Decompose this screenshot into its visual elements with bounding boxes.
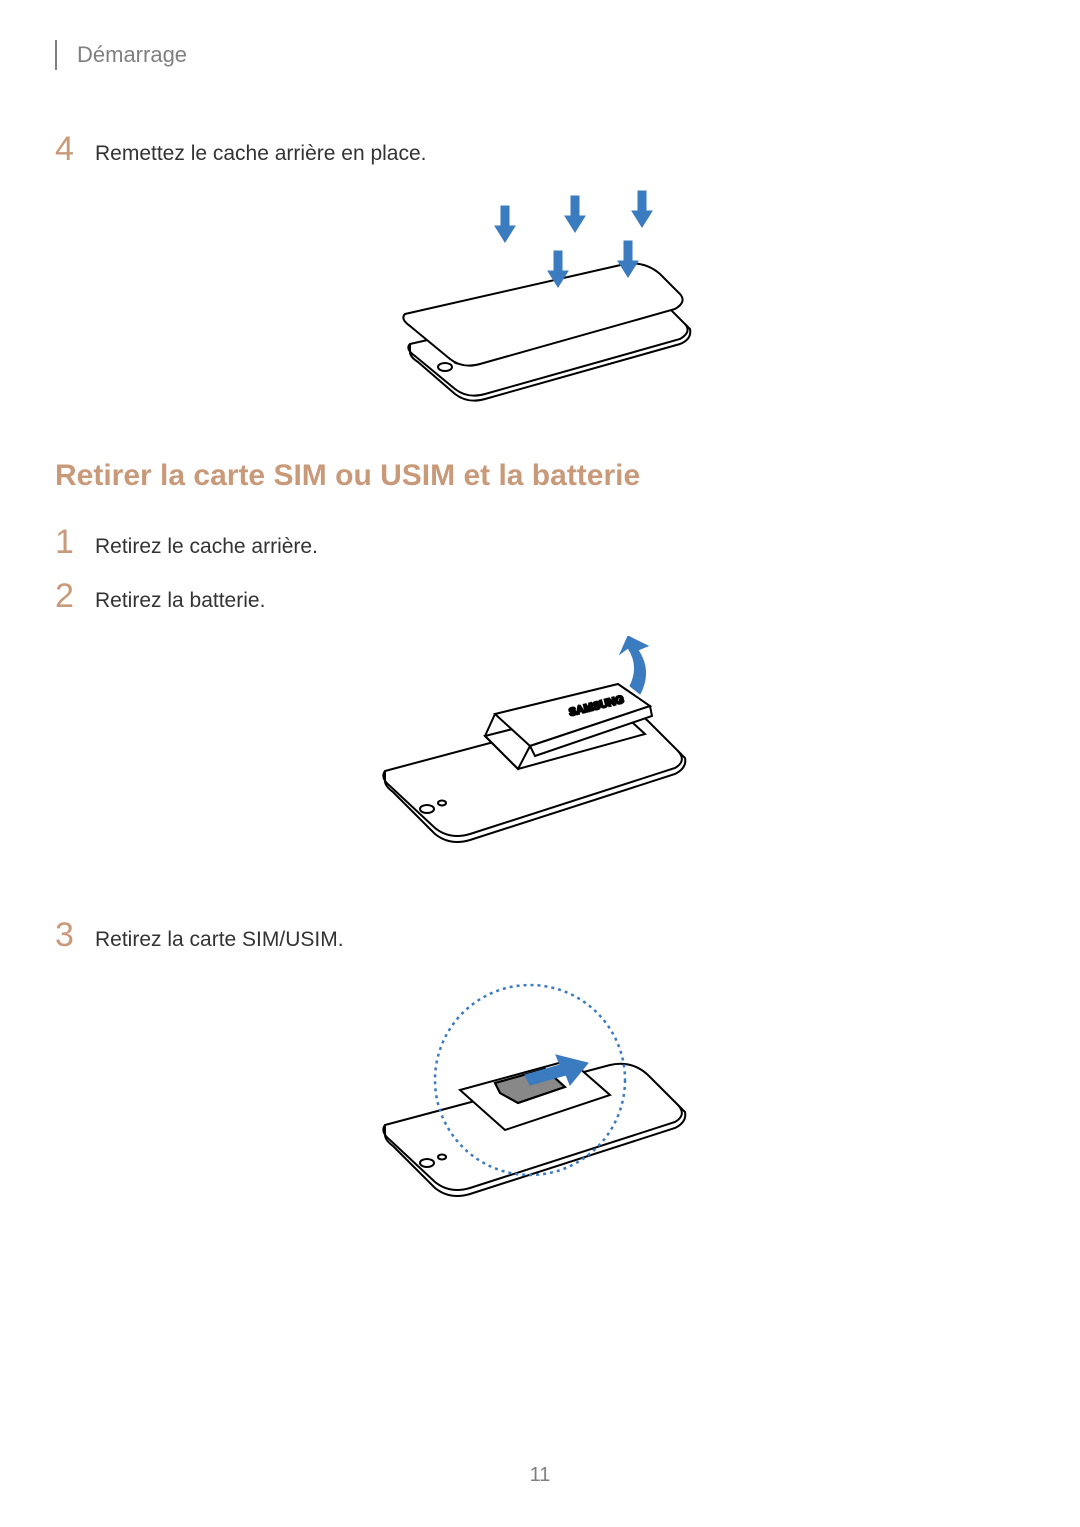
step-3: 3 Retirez la carte SIM/USIM.: [55, 916, 1005, 955]
section-title: Retirer la carte SIM ou USIM et la batte…: [55, 459, 1005, 493]
step-text: Retirez le cache arrière.: [95, 533, 318, 559]
step-2: 2 Retirez la batterie.: [55, 577, 1005, 616]
step-text: Retirez la batterie.: [95, 587, 265, 613]
step-number: 1: [55, 523, 95, 562]
step-4: 4 Remettez le cache arrière en place.: [55, 130, 1005, 169]
step-text: Remettez le cache arrière en place.: [95, 140, 427, 166]
page-number: 11: [530, 1464, 551, 1487]
header: Démarrage: [55, 40, 1005, 70]
step-text: Retirez la carte SIM/USIM.: [95, 926, 344, 952]
diagram-battery-removal: SAMSUNG: [55, 636, 1005, 876]
diagram-sim-removal: [55, 975, 1005, 1235]
step-number: 3: [55, 916, 95, 955]
step-number: 4: [55, 130, 95, 169]
step-1: 1 Retirez le cache arrière.: [55, 523, 1005, 562]
diagram-back-cover: [55, 189, 1005, 419]
header-section-label: Démarrage: [77, 42, 187, 68]
step-number: 2: [55, 577, 95, 616]
